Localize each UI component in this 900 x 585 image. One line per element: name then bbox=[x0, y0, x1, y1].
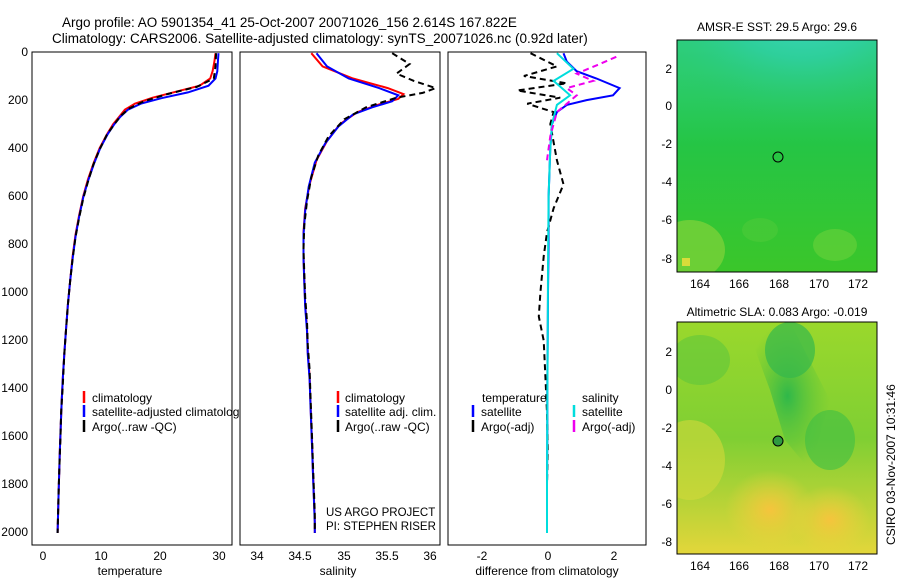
salinity-tick-label: 34 bbox=[250, 549, 264, 563]
salinity-tick-label: 35 bbox=[337, 549, 351, 563]
sla-ytick-label: 0 bbox=[665, 383, 672, 397]
sla-map-title: Altimetric SLA: 0.083 Argo: -0.019 bbox=[687, 305, 868, 319]
salinity-series-satellite-adj-clim- bbox=[302, 52, 401, 533]
difference-series-satellite bbox=[546, 52, 576, 533]
legend-label: satellite bbox=[582, 405, 623, 419]
pi-credit: PI: STEPHEN RISER bbox=[326, 521, 436, 533]
legend-label: satellite-adjusted climatolog bbox=[92, 405, 239, 419]
sla-map-field bbox=[677, 322, 877, 554]
legend-header-salinity: salinity bbox=[582, 391, 619, 405]
difference-legend: temperature salinity satellite Argo(-adj… bbox=[471, 391, 635, 434]
salinity-legend: climatology satellite adj. clim. Argo(..… bbox=[336, 391, 436, 434]
depth-tick-label: 0 bbox=[21, 45, 28, 59]
legend-label: satellite bbox=[481, 405, 522, 419]
depth-tick-label: 1000 bbox=[1, 285, 28, 299]
legend-label: Argo(-adj) bbox=[582, 420, 635, 434]
salinity-tick-label: 34.5 bbox=[288, 549, 312, 563]
difference-series-satellite bbox=[546, 52, 622, 533]
depth-tick-label: 800 bbox=[8, 237, 28, 251]
salinity-series-climatology bbox=[302, 52, 406, 533]
sla-ytick-label: -6 bbox=[661, 497, 672, 511]
difference-tick-label: 0 bbox=[545, 549, 552, 563]
temperature-legend: climatology satellite-adjusted climatolo… bbox=[82, 391, 239, 434]
difference-tick-label: -2 bbox=[477, 549, 488, 563]
legend-header-temperature: temperature bbox=[482, 391, 547, 405]
sst-map-frame bbox=[676, 39, 878, 273]
temperature-panel-frame bbox=[31, 51, 233, 546]
depth-tick-label: 1600 bbox=[1, 429, 28, 443]
depth-tick-label: 2000 bbox=[1, 525, 28, 539]
sst-xtick-label: 168 bbox=[769, 277, 789, 291]
sla-ytick-label: -4 bbox=[661, 459, 672, 473]
sla-xtick-label: 168 bbox=[769, 559, 789, 573]
depth-tick-label: 400 bbox=[8, 141, 28, 155]
sla-ytick-label: -2 bbox=[661, 421, 672, 435]
sla-xtick-label: 164 bbox=[690, 559, 710, 573]
depth-tick-label: 600 bbox=[8, 189, 28, 203]
temperature-tick-label: 30 bbox=[212, 549, 226, 563]
legend-label: climatology bbox=[345, 391, 405, 405]
difference-panel-frame bbox=[447, 51, 647, 546]
temperature-series-climatology bbox=[56, 53, 217, 534]
sst-xtick-label: 172 bbox=[848, 277, 868, 291]
sla-map-frame bbox=[676, 321, 878, 555]
figure-title-line1: Argo profile: AO 5901354_41 25-Oct-2007 … bbox=[62, 15, 517, 30]
sst-xtick-label: 166 bbox=[729, 277, 749, 291]
sla-xtick-label: 166 bbox=[729, 559, 749, 573]
sst-ytick-label: -6 bbox=[661, 213, 672, 227]
salinity-tick-label: 36 bbox=[423, 549, 437, 563]
salinity-series-argo-raw-qc- bbox=[302, 52, 439, 533]
temperature-series-satellite-adjusted-climatolog bbox=[56, 53, 220, 534]
sst-ytick-label: 0 bbox=[665, 99, 672, 113]
salinity-profile-lines bbox=[302, 52, 439, 533]
sla-argo-marker bbox=[772, 435, 784, 447]
figure-title-line2: Climatology: CARS2006. Satellite-adjuste… bbox=[52, 31, 588, 46]
difference-series-argo-adj- bbox=[546, 55, 617, 161]
salinity-xlabel: salinity bbox=[320, 564, 357, 578]
temperature-tick-label: 20 bbox=[153, 549, 167, 563]
temperature-xlabel: temperature bbox=[98, 564, 163, 578]
csiro-timestamp: CSIRO 03-Nov-2007 10:31:46 bbox=[884, 384, 898, 545]
sla-xtick-label: 172 bbox=[848, 559, 868, 573]
sst-xtick-label: 164 bbox=[690, 277, 710, 291]
temperature-profile-lines bbox=[56, 53, 220, 534]
difference-xlabel: difference from climatology bbox=[475, 564, 618, 578]
difference-series-argo-adj- bbox=[517, 52, 567, 533]
sst-map-title: AMSR-E SST: 29.5 Argo: 29.6 bbox=[697, 20, 857, 34]
depth-axis: 0 200 400 600 800 1000 1200 1400 1600 18… bbox=[1, 45, 28, 539]
temperature-tick-label: 0 bbox=[40, 549, 47, 563]
sla-xtick-label: 170 bbox=[809, 559, 829, 573]
difference-tick-label: 2 bbox=[611, 549, 618, 563]
legend-label: Argo(..raw -QC) bbox=[345, 420, 430, 434]
sst-xtick-label: 170 bbox=[809, 277, 829, 291]
temperature-tick-label: 10 bbox=[94, 549, 108, 563]
sla-ytick-label: -8 bbox=[661, 535, 672, 549]
sla-ytick-label: 2 bbox=[665, 345, 672, 359]
sst-ytick-label: -2 bbox=[661, 137, 672, 151]
sst-ytick-label: -8 bbox=[661, 252, 672, 266]
salinity-panel-frame bbox=[239, 51, 441, 546]
legend-label: Argo(-adj) bbox=[481, 420, 534, 434]
sst-map-field bbox=[677, 40, 877, 272]
depth-tick-label: 200 bbox=[8, 93, 28, 107]
legend-label: Argo(..raw -QC) bbox=[92, 420, 177, 434]
salinity-tick-label: 35.5 bbox=[375, 549, 399, 563]
sst-ytick-label: 2 bbox=[665, 62, 672, 76]
depth-tick-label: 1400 bbox=[1, 381, 28, 395]
depth-tick-label: 1800 bbox=[1, 477, 28, 491]
sst-ytick-label: -4 bbox=[661, 175, 672, 189]
sst-argo-marker bbox=[772, 151, 784, 163]
legend-label: satellite adj. clim. bbox=[345, 405, 436, 419]
difference-profile-lines bbox=[517, 52, 622, 533]
temperature-series-argo-raw-qc- bbox=[56, 53, 218, 534]
depth-tick-label: 1200 bbox=[1, 333, 28, 347]
project-credit: US ARGO PROJECT bbox=[326, 507, 435, 519]
legend-label: climatology bbox=[92, 391, 152, 405]
